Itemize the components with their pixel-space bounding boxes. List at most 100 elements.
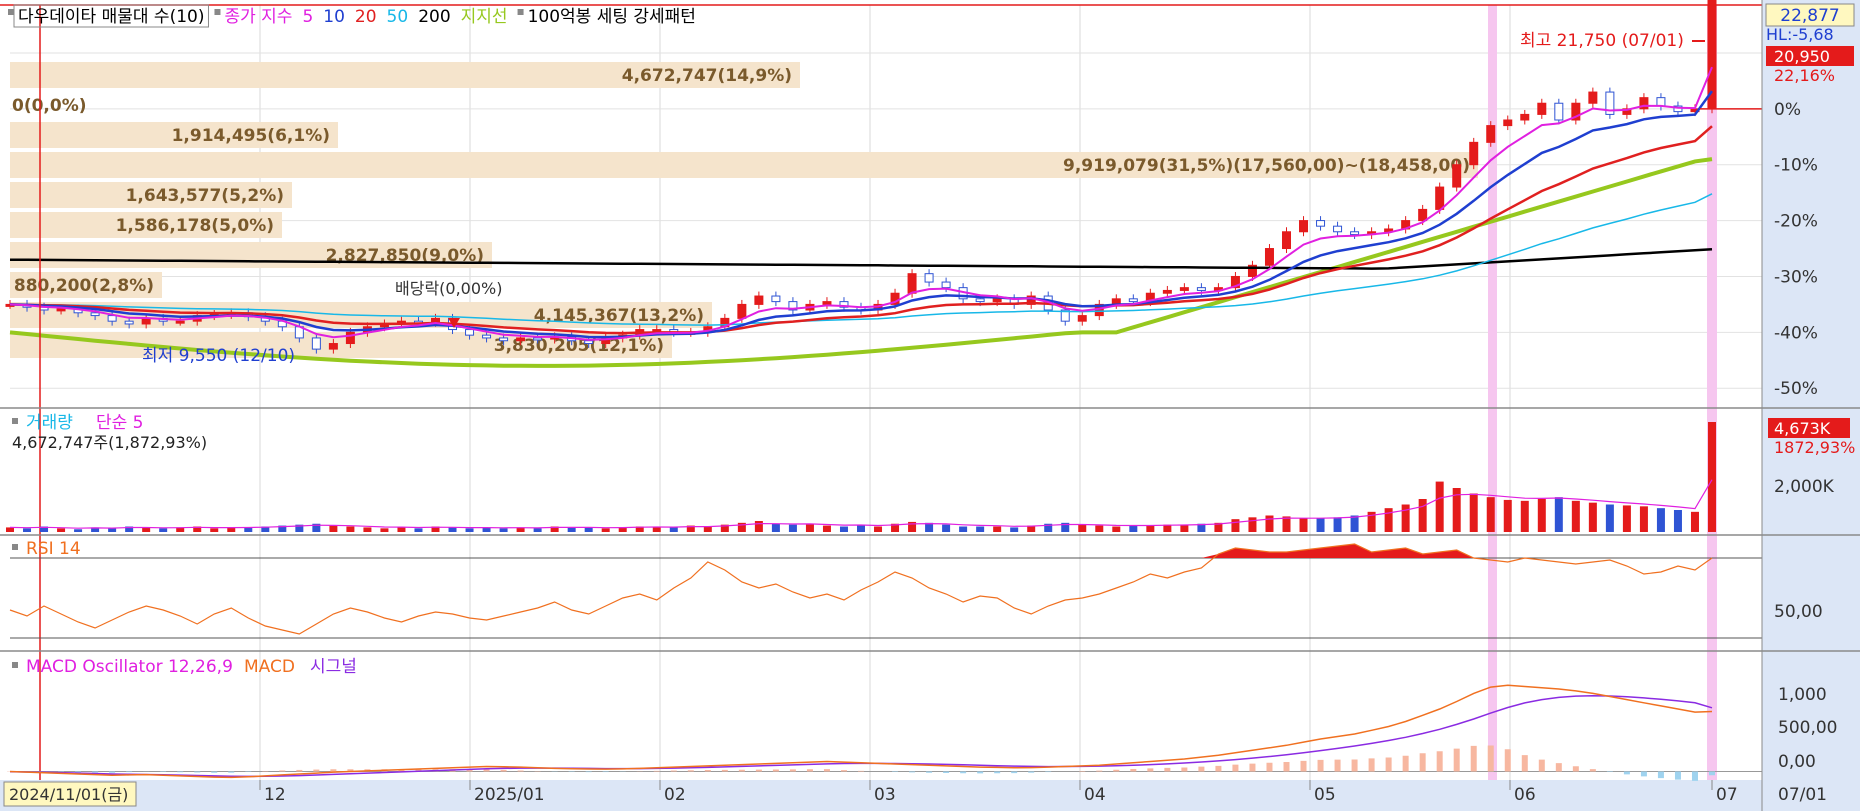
- volume-bar: [1214, 522, 1223, 532]
- volume-bar: [652, 526, 661, 532]
- volume-bar: [40, 526, 49, 532]
- candle: [975, 298, 985, 303]
- candle: [992, 298, 1002, 303]
- candle: [90, 312, 100, 317]
- macd-osc-bar: [1674, 771, 1681, 780]
- macd-osc-bar: [670, 770, 677, 772]
- volume-bar: [465, 528, 474, 532]
- volume-bar: [1350, 515, 1359, 532]
- macd-osc-bar: [687, 770, 694, 772]
- candle: [107, 315, 117, 322]
- header-item: 200: [418, 7, 450, 27]
- volume-profile-label: 3,830,205(12,1%): [494, 336, 664, 356]
- macd-osc-bar: [109, 771, 116, 773]
- ma10-line: [9, 90, 1714, 339]
- volume-bar: [295, 524, 304, 532]
- macd-osc-bar: [1096, 770, 1103, 772]
- candle: [1179, 287, 1189, 291]
- volume-bar: [771, 523, 780, 532]
- volume-bar: [1197, 523, 1206, 532]
- highlight-band: [1707, 5, 1717, 780]
- volume-bar: [57, 528, 66, 532]
- macd-osc-bar: [1266, 762, 1273, 772]
- volume-bar: [601, 528, 610, 532]
- macd-osc-bar: [1470, 745, 1477, 772]
- volume-profile-label: 880,200(2,8%): [14, 276, 154, 296]
- macd-osc-bar: [1521, 755, 1528, 772]
- candle: [516, 337, 526, 342]
- volume-bar: [193, 526, 202, 532]
- macd-osc-bar: [1709, 771, 1715, 776]
- price-top-label: 22,877: [1780, 6, 1839, 26]
- start-date-label: 2024/11/01(금): [9, 785, 128, 804]
- macd-label: MACD: [244, 657, 295, 677]
- macd-osc-bar: [1436, 751, 1443, 772]
- macd-osc-bar: [653, 770, 660, 772]
- candle: [1469, 141, 1479, 166]
- rsi-axis-label: 50,00: [1774, 602, 1823, 622]
- volume-bar: [669, 527, 678, 532]
- macd-osc-bar: [1300, 760, 1307, 772]
- macd-osc-bar: [1198, 766, 1205, 772]
- volume-bar: [1248, 517, 1257, 532]
- volume-bar: [942, 524, 951, 532]
- volume-bar: [1520, 500, 1529, 532]
- macd-osc-bar: [892, 771, 899, 772]
- volume-profile-bar: [10, 122, 338, 148]
- volume-profile: 4,672,747(14,9%) 0(0,0%) 1,914,495(6,1%) 9,…: [10, 62, 1478, 358]
- dividend-annotation: 배당락(0,00%): [395, 279, 502, 298]
- volume-bar: [261, 526, 270, 532]
- macd-osc-bar: [194, 771, 201, 773]
- candle: [431, 317, 440, 323]
- volume-bar: [1435, 481, 1444, 532]
- candle: [584, 340, 594, 345]
- volume-bar: [1231, 519, 1240, 532]
- candle: [737, 303, 747, 319]
- date-tick-label: 02: [664, 785, 686, 805]
- header-item: 다우데이타 매물대 수(10): [18, 7, 204, 27]
- volume-profile-bar: [10, 242, 492, 268]
- price-axis-label: -40%: [1774, 323, 1818, 343]
- macd-osc-bar: [1453, 748, 1460, 772]
- legend-marker: [12, 544, 18, 550]
- current-price-label: 20,950: [1774, 47, 1830, 66]
- current-pct-label: 22,16%: [1774, 66, 1835, 85]
- labels: 다우데이타 매물대 수(10) 종가 지수 5 10 20 50 200 지지선 100억봉 세…: [3, 3, 1855, 807]
- volume-bar: [74, 529, 83, 532]
- volume-bar: [23, 528, 32, 532]
- macd-osc-bar: [279, 770, 286, 772]
- volume-bar: [482, 527, 491, 532]
- candle: [1350, 231, 1360, 236]
- volume-bar: [1418, 499, 1427, 532]
- volume-bar: [925, 522, 934, 532]
- macd-osc-bar: [177, 771, 184, 773]
- candle: [499, 337, 509, 342]
- volume-profile-bar: [10, 182, 292, 208]
- ma50-line: [9, 193, 1713, 326]
- low-annotation: 최저 9,550 (12/10): [142, 346, 295, 366]
- volume-bar: [210, 528, 219, 532]
- macd-osc-bar: [500, 769, 507, 772]
- volume-bar: [159, 528, 168, 532]
- macd-osc-bar: [415, 769, 422, 772]
- date-tick-label: 04: [1084, 785, 1106, 805]
- volume-bar: [1401, 504, 1410, 532]
- candle: [907, 273, 917, 294]
- macd-osc-bar: [228, 771, 235, 773]
- volume-bar: [1333, 517, 1342, 532]
- macd-osc-bar: [1589, 769, 1596, 772]
- macd-osc-bar: [1249, 763, 1256, 772]
- candle: [1520, 113, 1530, 121]
- macd-osc-bar: [994, 771, 1001, 774]
- macd-osc-bar: [1028, 771, 1035, 773]
- volume-bar: [857, 524, 865, 532]
- volume-bar: [1129, 525, 1138, 532]
- legend-marker: [12, 418, 18, 424]
- volume-bar: [874, 526, 883, 532]
- candle: [328, 343, 338, 350]
- macd-axis-label: 500,00: [1778, 718, 1837, 738]
- macd-osc-bar: [755, 769, 762, 772]
- volume-bar: [1265, 515, 1274, 532]
- macd-osc-bar: [704, 770, 711, 772]
